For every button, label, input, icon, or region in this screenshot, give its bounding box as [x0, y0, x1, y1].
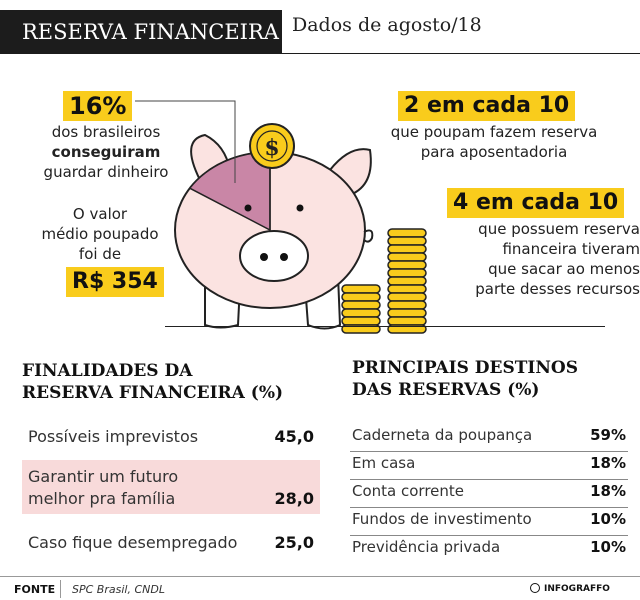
- brand-logo-icon: [530, 583, 540, 593]
- finalidades-title: FINALIDADES DA RESERVA FINANCEIRA (%): [22, 361, 284, 403]
- piggy-bank-illustration: $: [174, 123, 427, 334]
- pig-snout: [239, 230, 309, 282]
- footer-divider: [0, 576, 640, 577]
- destinos-row: Fundos de investimento 10%: [350, 508, 628, 536]
- row-label: Possíveis imprevistos: [28, 427, 199, 446]
- row-label: Garantir um futuro melhor pra família: [28, 467, 179, 508]
- destinos-title: PRINCIPAIS DESTINOS DAS RESERVAS (%): [352, 358, 578, 400]
- row-label: Conta corrente: [352, 482, 465, 500]
- finalidades-row-highlighted: Garantir um futuro melhor pra família 28…: [22, 460, 320, 514]
- footer-separator: [60, 580, 61, 598]
- row-value: 10%: [590, 510, 626, 528]
- destinos-row: Conta corrente 18%: [350, 480, 628, 508]
- stat-withdraw-value: 4 em cada 10: [447, 188, 625, 218]
- row-value: 10%: [590, 538, 626, 556]
- row-value: 18%: [590, 454, 626, 472]
- stat-average-value: R$ 354: [66, 267, 164, 297]
- row-label: Em casa: [352, 454, 416, 472]
- row-value: 28,0: [274, 489, 314, 508]
- coin-symbol: $: [264, 135, 279, 161]
- stat-withdraw-description: que possuem reserva financeira tiveram q…: [475, 220, 640, 298]
- pig-eye: [296, 204, 304, 212]
- header-title: RESERVA FINANCEIRA: [0, 10, 282, 54]
- footer-brand: INFOGRAFFO: [544, 584, 610, 594]
- pig-eye: [244, 204, 252, 212]
- stat-percent: 16%: [63, 91, 133, 121]
- header-divider: [282, 53, 640, 54]
- finalidades-row: Caso fique desempregado 25,0: [22, 530, 320, 556]
- footer-source-label: FONTE: [14, 583, 56, 596]
- stat-retirement-value: 2 em cada 10: [398, 91, 576, 121]
- finalidades-row: Possíveis imprevistos 45,0: [22, 424, 320, 450]
- stat-retirement-description: que poupam fazem reserva para aposentado…: [390, 123, 598, 161]
- ground-line: [165, 326, 605, 327]
- footer-source-value: SPC Brasil, CNDL: [72, 583, 165, 596]
- row-label: Caderneta da poupança: [352, 426, 533, 444]
- row-value: 45,0: [274, 427, 314, 446]
- coin-stack-tall: [387, 228, 427, 334]
- destinos-row: Em casa 18%: [350, 452, 628, 480]
- row-label: Previdência privada: [352, 538, 501, 556]
- stat-average-description: O valor médio poupado foi de: [41, 205, 159, 263]
- row-value: 18%: [590, 482, 626, 500]
- row-label: Fundos de investimento: [352, 510, 532, 528]
- callout-line: [135, 100, 236, 183]
- destinos-row: Previdência privada 10%: [350, 536, 628, 564]
- row-value: 59%: [590, 426, 626, 444]
- row-value: 25,0: [274, 533, 314, 552]
- coin-stack-short: [341, 284, 381, 334]
- destinos-row: Caderneta da poupança 59%: [350, 424, 628, 452]
- header-subtitle: Dados de agosto/18: [292, 14, 482, 36]
- stat-percent-description: dos brasileiros conseguiram guardar dinh…: [43, 123, 169, 181]
- pig-right-ear: [328, 148, 372, 197]
- row-label: Caso fique desempregado: [28, 533, 238, 552]
